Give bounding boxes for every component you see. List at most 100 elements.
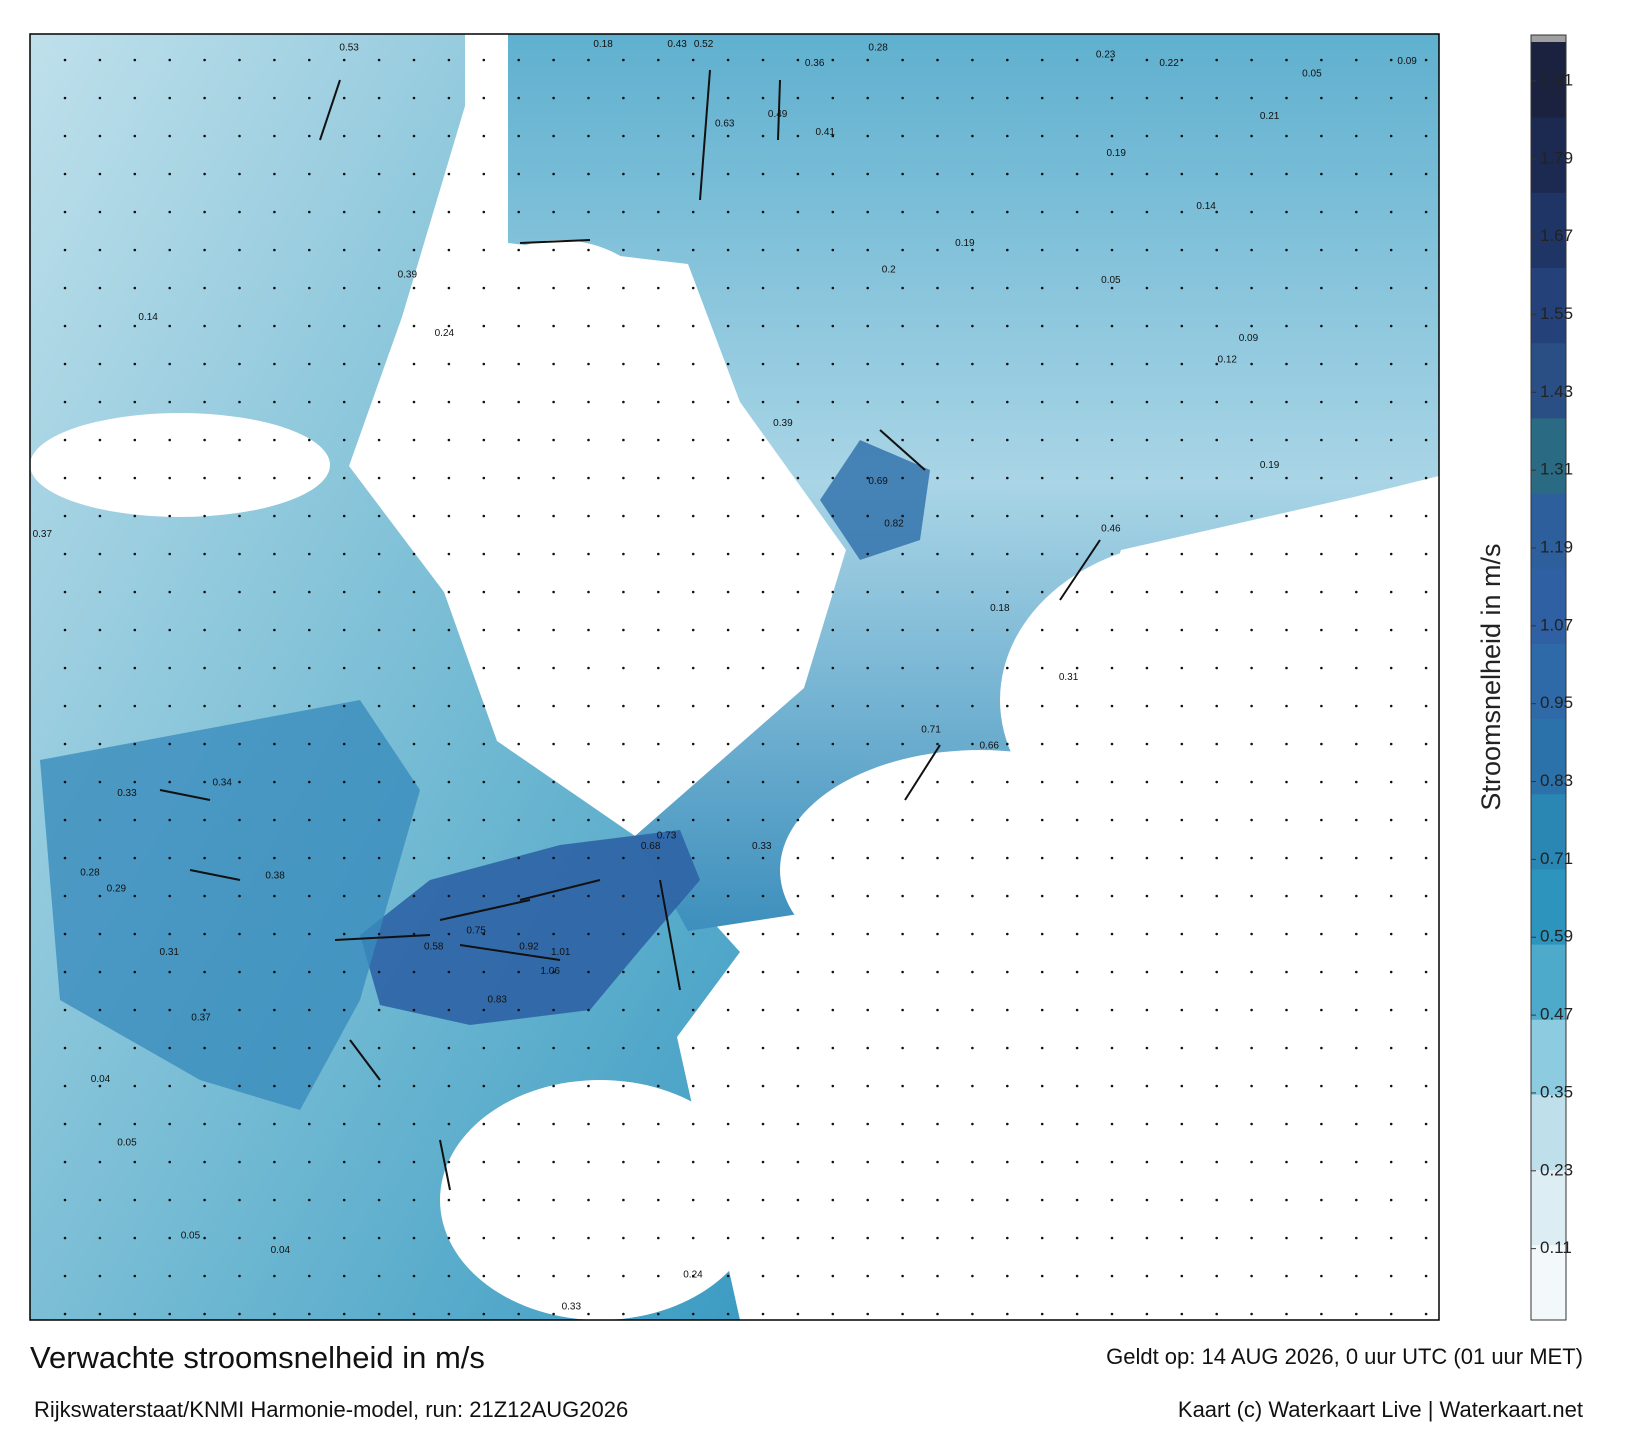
grid-dot xyxy=(447,1046,451,1050)
land-island xyxy=(30,413,330,517)
grid-dot xyxy=(587,324,590,328)
grid-dot xyxy=(1285,400,1288,404)
grid-dot xyxy=(936,286,939,290)
current-label: 0.05 xyxy=(1101,275,1121,286)
grid-dot xyxy=(273,362,276,366)
grid-dot xyxy=(1355,362,1358,366)
grid-dot xyxy=(1215,324,1218,328)
grid-dot xyxy=(447,400,451,404)
grid-dot xyxy=(342,704,346,708)
grid-dot xyxy=(238,932,241,936)
colorbar-tick-label: 0.71 xyxy=(1540,849,1573,868)
current-label: 0.05 xyxy=(181,1230,201,1241)
grid-dot xyxy=(1355,400,1358,404)
grid-dot xyxy=(342,590,346,594)
grid-dot xyxy=(98,400,102,404)
grid-dot xyxy=(1006,628,1009,632)
grid-dot xyxy=(1040,514,1044,518)
grid-dot xyxy=(412,704,416,708)
grid-dot xyxy=(168,1160,171,1164)
grid-dot xyxy=(517,894,520,898)
grid-dot xyxy=(1180,324,1184,328)
grid-dot xyxy=(761,1236,765,1240)
grid-dot xyxy=(1285,172,1288,176)
grid-dot xyxy=(936,476,939,480)
grid-dot xyxy=(1355,324,1358,328)
grid-dot xyxy=(98,1312,102,1316)
grid-dot xyxy=(203,210,206,214)
grid-dot xyxy=(1006,856,1009,860)
grid-dot xyxy=(552,400,555,404)
grid-dot xyxy=(517,476,520,480)
grid-dot xyxy=(936,1084,939,1088)
grid-dot xyxy=(971,476,974,480)
grid-dot xyxy=(238,248,241,252)
grid-dot xyxy=(98,134,102,138)
current-label: 0.58 xyxy=(424,942,444,953)
grid-dot xyxy=(971,400,974,404)
current-label: 0.21 xyxy=(1260,111,1280,122)
grid-dot xyxy=(1040,856,1044,860)
grid-dot xyxy=(796,1160,800,1164)
grid-dot xyxy=(342,666,346,670)
grid-dot xyxy=(552,324,555,328)
grid-dot xyxy=(1215,780,1218,784)
grid-dot xyxy=(1389,1046,1393,1050)
grid-dot xyxy=(1180,590,1184,594)
grid-dot xyxy=(1285,248,1288,252)
grid-dot xyxy=(63,1160,67,1164)
grid-dot xyxy=(377,476,381,480)
grid-dot xyxy=(273,210,276,214)
grid-dot xyxy=(971,172,974,176)
grid-dot xyxy=(936,970,939,974)
grid-dot xyxy=(1145,856,1149,860)
grid-dot xyxy=(1110,856,1114,860)
colorbar-tick-label: 0.83 xyxy=(1540,771,1573,790)
grid-dot xyxy=(342,210,346,214)
grid-dot xyxy=(98,1084,102,1088)
grid-dot xyxy=(98,58,102,62)
grid-dot xyxy=(517,248,520,252)
grid-dot xyxy=(168,400,171,404)
current-label: 0.52 xyxy=(694,39,714,50)
grid-dot xyxy=(622,1198,625,1202)
grid-dot xyxy=(98,1236,102,1240)
current-label: 0.05 xyxy=(1302,69,1322,80)
grid-dot xyxy=(377,970,381,974)
grid-dot xyxy=(1424,1122,1428,1126)
grid-dot xyxy=(1110,1312,1114,1316)
grid-dot xyxy=(98,1160,102,1164)
grid-dot xyxy=(1040,1046,1044,1050)
grid-dot xyxy=(1320,476,1323,480)
grid-dot xyxy=(901,1236,904,1240)
grid-dot xyxy=(936,1274,939,1278)
grid-dot xyxy=(447,970,451,974)
grid-dot xyxy=(133,628,137,632)
grid-dot xyxy=(412,438,416,442)
grid-dot xyxy=(726,1046,730,1050)
grid-dot xyxy=(1006,248,1009,252)
grid-dot xyxy=(971,1160,974,1164)
current-label: 0.19 xyxy=(1260,460,1280,471)
grid-dot xyxy=(971,514,974,518)
grid-dot xyxy=(622,400,625,404)
grid-dot xyxy=(98,1008,102,1012)
grid-dot xyxy=(971,818,974,822)
grid-dot xyxy=(1110,1046,1114,1050)
grid-dot xyxy=(203,1160,206,1164)
grid-dot xyxy=(482,210,486,214)
grid-dot xyxy=(1180,514,1184,518)
grid-dot xyxy=(657,780,660,784)
grid-dot xyxy=(691,362,695,366)
grid-dot xyxy=(377,210,381,214)
grid-dot xyxy=(1389,362,1393,366)
grid-dot xyxy=(831,58,835,62)
grid-dot xyxy=(1285,286,1288,290)
grid-dot xyxy=(1250,210,1253,214)
grid-dot xyxy=(761,476,765,480)
grid-dot xyxy=(866,96,869,100)
colorbar-label: Stroomsnelheid in m/s xyxy=(1476,543,1506,810)
grid-dot xyxy=(1355,932,1358,936)
grid-dot xyxy=(1075,590,1079,594)
grid-dot xyxy=(63,286,67,290)
